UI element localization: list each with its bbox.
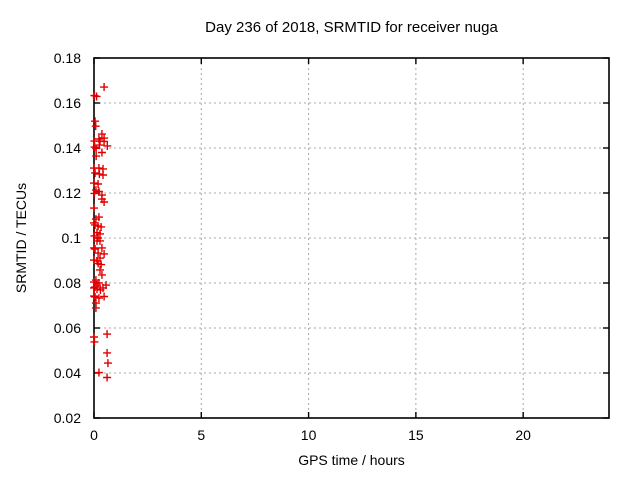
data-point-marker [94, 368, 103, 377]
data-point-marker [96, 265, 105, 274]
data-point-marker [103, 141, 112, 150]
data-point-marker [92, 152, 101, 161]
data-point-marker [92, 144, 101, 153]
data-point-marker [96, 236, 105, 245]
data-point-marker [94, 180, 103, 188]
data-point-marker [94, 249, 103, 258]
y-tick-label: 0.08 [54, 275, 81, 291]
data-point-marker [103, 330, 112, 339]
data-point-marker [96, 229, 105, 238]
plot-border [93, 57, 610, 419]
data-point-marker [90, 204, 98, 213]
data-point-marker [100, 137, 109, 146]
data-point-marker [99, 283, 108, 292]
data-point-marker [92, 92, 101, 101]
x-tick-label: 0 [90, 427, 98, 443]
y-tick-label: 0.04 [54, 365, 81, 381]
data-point-marker [93, 285, 102, 294]
data-point-marker [103, 359, 112, 368]
data-point-marker [91, 122, 100, 131]
data-point-marker [91, 292, 100, 301]
data-point-marker [91, 168, 100, 177]
data-point-marker [96, 254, 105, 263]
data-point-marker [97, 148, 106, 157]
data-point-marker [90, 292, 98, 301]
data-point-marker [100, 249, 109, 258]
data-point-marker [97, 260, 106, 269]
data-point-marker [90, 337, 99, 346]
data-point-marker [100, 83, 109, 92]
data-point-marker [90, 243, 98, 252]
data-point-marker [100, 198, 109, 206]
data-point-marker [90, 143, 99, 152]
data-point-marker [99, 171, 108, 179]
y-tick-label: 0.06 [54, 320, 81, 336]
data-point-marker [103, 348, 112, 357]
data-point-marker [90, 179, 98, 188]
x-axis-label: GPS time / hours [298, 452, 405, 468]
y-tick-label: 0.1 [62, 230, 82, 246]
data-point-marker [100, 292, 109, 301]
data-point-marker [91, 303, 100, 312]
y-tick-label: 0.12 [54, 185, 81, 201]
data-point-marker [97, 243, 106, 252]
x-tick-label: 10 [301, 427, 317, 443]
x-tick-label: 20 [515, 427, 531, 443]
data-point-marker [90, 189, 99, 198]
data-point-marker [97, 270, 106, 279]
x-tick-label: 5 [197, 427, 205, 443]
chart-title: Day 236 of 2018, SRMTID for receiver nug… [205, 19, 498, 36]
data-point-marker [95, 170, 104, 179]
data-point-marker [91, 245, 100, 254]
y-tick-label: 0.16 [54, 95, 81, 111]
y-tick-label: 0.02 [54, 410, 81, 426]
data-point-marker [94, 294, 103, 303]
y-tick-label: 0.14 [54, 140, 81, 156]
data-point-marker [97, 130, 106, 139]
data-point-marker [91, 215, 100, 224]
data-point-marker [97, 222, 106, 231]
data-point-marker [103, 373, 112, 382]
y-tick-label: 0.18 [54, 50, 81, 66]
x-tick-label: 15 [408, 427, 424, 443]
